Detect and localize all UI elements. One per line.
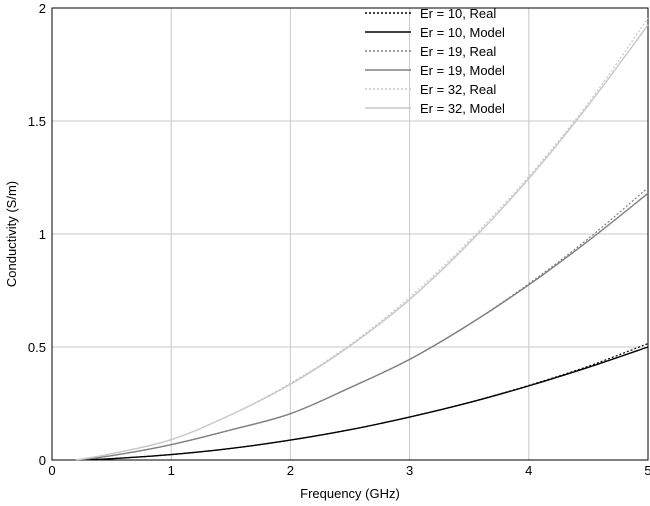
series-line-2: [75, 346, 649, 461]
x-tick-label: 1: [168, 463, 175, 478]
x-tick-label: 2: [287, 463, 294, 478]
legend-label-3: Er = 19, Real: [420, 44, 496, 59]
y-tick-label: 2: [39, 1, 46, 16]
series-line-6: [75, 24, 649, 461]
x-tick-label: 3: [406, 463, 413, 478]
x-axis-title: Frequency (GHz): [300, 486, 400, 501]
y-tick-label: 0: [39, 453, 46, 468]
legend-label-2: Er = 10, Model: [420, 25, 505, 40]
grid: [51, 7, 649, 461]
y-tick-label: 0.5: [28, 340, 46, 355]
series-line-5: [75, 17, 649, 461]
legend-label-6: Er = 32, Model: [420, 101, 505, 116]
series-lines: [75, 17, 649, 461]
plot-frame: [51, 7, 649, 461]
x-tick-label: 0: [48, 463, 55, 478]
y-tick-label: 1.5: [28, 114, 46, 129]
y-axis-title: Conductivity (S/m): [4, 181, 19, 287]
series-line-3: [75, 187, 649, 461]
x-tick-label: 5: [644, 463, 650, 478]
y-tick-label: 1: [39, 227, 46, 242]
legend-label-1: Er = 10, Real: [420, 6, 496, 21]
x-tick-label: 4: [525, 463, 532, 478]
series-line-4: [75, 192, 649, 461]
ticks: 0 1 2 3 4 5 0 0.5 1 1.5 2: [28, 1, 650, 478]
legend-label-5: Er = 32, Real: [420, 82, 496, 97]
legend: Er = 10, Real Er = 10, Model Er = 19, Real…: [365, 6, 505, 116]
legend-label-4: Er = 19, Model: [420, 63, 505, 78]
